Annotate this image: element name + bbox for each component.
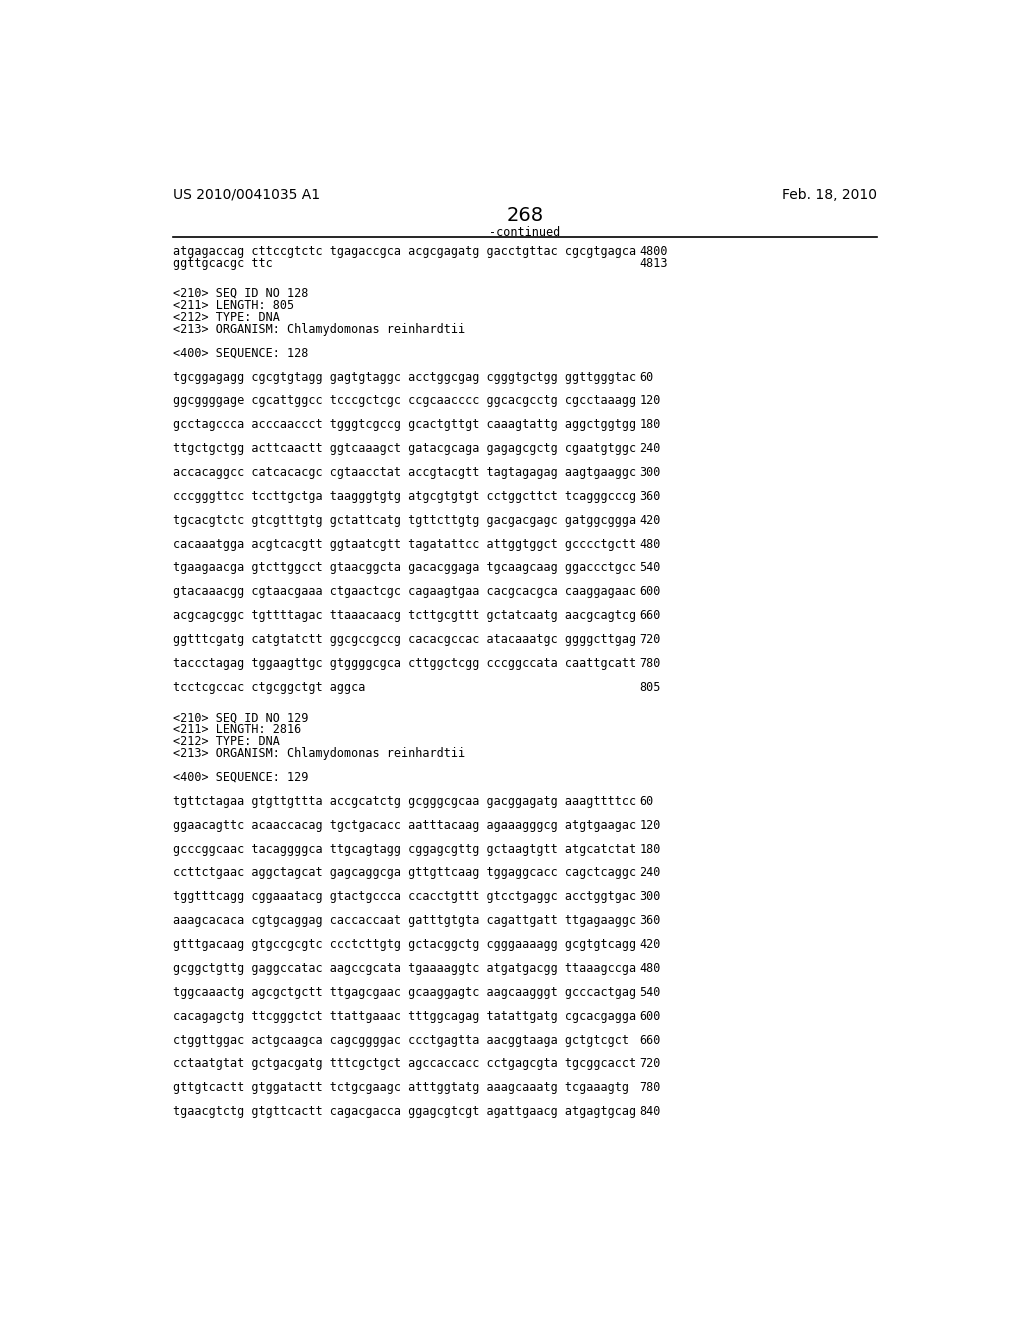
Text: gttgtcactt gtggatactt tctgcgaagc atttggtatg aaagcaaatg tcgaaagtg: gttgtcactt gtggatactt tctgcgaagc atttggt…: [173, 1081, 629, 1094]
Text: tgttctagaa gtgttgttta accgcatctg gcgggcgcaa gacggagatg aaagttttcc: tgttctagaa gtgttgttta accgcatctg gcgggcg…: [173, 795, 636, 808]
Text: 660: 660: [640, 1034, 660, 1047]
Text: <211> LENGTH: 2816: <211> LENGTH: 2816: [173, 723, 301, 737]
Text: tcctcgccac ctgcggctgt aggca: tcctcgccac ctgcggctgt aggca: [173, 681, 366, 694]
Text: 600: 600: [640, 585, 660, 598]
Text: 720: 720: [640, 634, 660, 645]
Text: 540: 540: [640, 561, 660, 574]
Text: 780: 780: [640, 1081, 660, 1094]
Text: <212> TYPE: DNA: <212> TYPE: DNA: [173, 312, 280, 323]
Text: 540: 540: [640, 986, 660, 999]
Text: 660: 660: [640, 610, 660, 622]
Text: 300: 300: [640, 890, 660, 903]
Text: atgagaccag cttccgtctc tgagaccgca acgcgagatg gacctgttac cgcgtgagca: atgagaccag cttccgtctc tgagaccgca acgcgag…: [173, 244, 636, 257]
Text: 4813: 4813: [640, 256, 668, 269]
Text: gtacaaacgg cgtaacgaaa ctgaactcgc cagaagtgaa cacgcacgca caaggagaac: gtacaaacgg cgtaacgaaa ctgaactcgc cagaagt…: [173, 585, 636, 598]
Text: -continued: -continued: [489, 226, 560, 239]
Text: 480: 480: [640, 962, 660, 975]
Text: <210> SEQ ID NO 128: <210> SEQ ID NO 128: [173, 286, 308, 300]
Text: gcctagccca acccaaccct tgggtcgccg gcactgttgt caaagtattg aggctggtgg: gcctagccca acccaaccct tgggtcgccg gcactgt…: [173, 418, 636, 432]
Text: <212> TYPE: DNA: <212> TYPE: DNA: [173, 735, 280, 748]
Text: 240: 240: [640, 866, 660, 879]
Text: tgcacgtctc gtcgtttgtg gctattcatg tgttcttgtg gacgacgagc gatggcggga: tgcacgtctc gtcgtttgtg gctattcatg tgttctt…: [173, 513, 636, 527]
Text: tgaagaacga gtcttggcct gtaacggcta gacacggaga tgcaagcaag ggaccctgcc: tgaagaacga gtcttggcct gtaacggcta gacacgg…: [173, 561, 636, 574]
Text: aaagcacaca cgtgcaggag caccaccaat gatttgtgta cagattgatt ttgagaaggc: aaagcacaca cgtgcaggag caccaccaat gatttgt…: [173, 915, 636, 927]
Text: gcggctgttg gaggccatac aagccgcata tgaaaaggtc atgatgacgg ttaaagccga: gcggctgttg gaggccatac aagccgcata tgaaaag…: [173, 962, 636, 975]
Text: gtttgacaag gtgccgcgtc ccctcttgtg gctacggctg cgggaaaagg gcgtgtcagg: gtttgacaag gtgccgcgtc ccctcttgtg gctacgg…: [173, 939, 636, 950]
Text: ggttgcacgc ttc: ggttgcacgc ttc: [173, 256, 272, 269]
Text: 805: 805: [640, 681, 660, 694]
Text: taccctagag tggaagttgc gtggggcgca cttggctcgg cccggccata caattgcatt: taccctagag tggaagttgc gtggggcgca cttggct…: [173, 657, 636, 671]
Text: ccttctgaac aggctagcat gagcaggcga gttgttcaag tggaggcacc cagctcaggc: ccttctgaac aggctagcat gagcaggcga gttgttc…: [173, 866, 636, 879]
Text: 360: 360: [640, 915, 660, 927]
Text: 840: 840: [640, 1105, 660, 1118]
Text: 360: 360: [640, 490, 660, 503]
Text: ttgctgctgg acttcaactt ggtcaaagct gatacgcaga gagagcgctg cgaatgtggc: ttgctgctgg acttcaactt ggtcaaagct gatacgc…: [173, 442, 636, 455]
Text: 180: 180: [640, 418, 660, 432]
Text: <400> SEQUENCE: 129: <400> SEQUENCE: 129: [173, 771, 308, 784]
Text: gcccggcaac tacaggggca ttgcagtagg cggagcgttg gctaagtgtt atgcatctat: gcccggcaac tacaggggca ttgcagtagg cggagcg…: [173, 842, 636, 855]
Text: 300: 300: [640, 466, 660, 479]
Text: ggcggggage cgcattggcc tcccgctcgc ccgcaacccc ggcacgcctg cgcctaaagg: ggcggggage cgcattggcc tcccgctcgc ccgcaac…: [173, 395, 636, 408]
Text: <211> LENGTH: 805: <211> LENGTH: 805: [173, 298, 294, 312]
Text: <213> ORGANISM: Chlamydomonas reinhardtii: <213> ORGANISM: Chlamydomonas reinhardti…: [173, 323, 465, 335]
Text: 600: 600: [640, 1010, 660, 1023]
Text: 720: 720: [640, 1057, 660, 1071]
Text: cacaaatgga acgtcacgtt ggtaatcgtt tagatattcc attggtggct gcccctgctt: cacaaatgga acgtcacgtt ggtaatcgtt tagatat…: [173, 537, 636, 550]
Text: ctggttggac actgcaagca cagcggggac ccctgagtta aacggtaaga gctgtcgct: ctggttggac actgcaagca cagcggggac ccctgag…: [173, 1034, 629, 1047]
Text: Feb. 18, 2010: Feb. 18, 2010: [781, 187, 877, 202]
Text: 420: 420: [640, 513, 660, 527]
Text: 240: 240: [640, 442, 660, 455]
Text: acgcagcggc tgttttagac ttaaacaacg tcttgcgttt gctatcaatg aacgcagtcg: acgcagcggc tgttttagac ttaaacaacg tcttgcg…: [173, 610, 636, 622]
Text: ggtttcgatg catgtatctt ggcgccgccg cacacgccac atacaaatgc ggggcttgag: ggtttcgatg catgtatctt ggcgccgccg cacacgc…: [173, 634, 636, 645]
Text: 480: 480: [640, 537, 660, 550]
Text: 420: 420: [640, 939, 660, 950]
Text: cccgggttcc tccttgctga taagggtgtg atgcgtgtgt cctggcttct tcagggcccg: cccgggttcc tccttgctga taagggtgtg atgcgtg…: [173, 490, 636, 503]
Text: ggaacagttc acaaccacag tgctgacacc aatttacaag agaaagggcg atgtgaagac: ggaacagttc acaaccacag tgctgacacc aatttac…: [173, 818, 636, 832]
Text: tgcggagagg cgcgtgtagg gagtgtaggc acctggcgag cgggtgctgg ggttgggtac: tgcggagagg cgcgtgtagg gagtgtaggc acctggc…: [173, 371, 636, 384]
Text: tggtttcagg cggaaatacg gtactgccca ccacctgttt gtcctgaggc acctggtgac: tggtttcagg cggaaatacg gtactgccca ccacctg…: [173, 890, 636, 903]
Text: 780: 780: [640, 657, 660, 671]
Text: 180: 180: [640, 842, 660, 855]
Text: tggcaaactg agcgctgctt ttgagcgaac gcaaggagtc aagcaagggt gcccactgag: tggcaaactg agcgctgctt ttgagcgaac gcaagga…: [173, 986, 636, 999]
Text: <213> ORGANISM: Chlamydomonas reinhardtii: <213> ORGANISM: Chlamydomonas reinhardti…: [173, 747, 465, 760]
Text: <400> SEQUENCE: 128: <400> SEQUENCE: 128: [173, 347, 308, 359]
Text: <210> SEQ ID NO 129: <210> SEQ ID NO 129: [173, 711, 308, 725]
Text: 268: 268: [506, 206, 544, 226]
Text: cacagagctg ttcgggctct ttattgaaac tttggcagag tatattgatg cgcacgagga: cacagagctg ttcgggctct ttattgaaac tttggca…: [173, 1010, 636, 1023]
Text: 120: 120: [640, 818, 660, 832]
Text: US 2010/0041035 A1: US 2010/0041035 A1: [173, 187, 321, 202]
Text: 120: 120: [640, 395, 660, 408]
Text: accacaggcc catcacacgc cgtaacctat accgtacgtt tagtagagag aagtgaaggc: accacaggcc catcacacgc cgtaacctat accgtac…: [173, 466, 636, 479]
Text: tgaacgtctg gtgttcactt cagacgacca ggagcgtcgt agattgaacg atgagtgcag: tgaacgtctg gtgttcactt cagacgacca ggagcgt…: [173, 1105, 636, 1118]
Text: 60: 60: [640, 795, 653, 808]
Text: cctaatgtat gctgacgatg tttcgctgct agccaccacc cctgagcgta tgcggcacct: cctaatgtat gctgacgatg tttcgctgct agccacc…: [173, 1057, 636, 1071]
Text: 4800: 4800: [640, 244, 668, 257]
Text: 60: 60: [640, 371, 653, 384]
